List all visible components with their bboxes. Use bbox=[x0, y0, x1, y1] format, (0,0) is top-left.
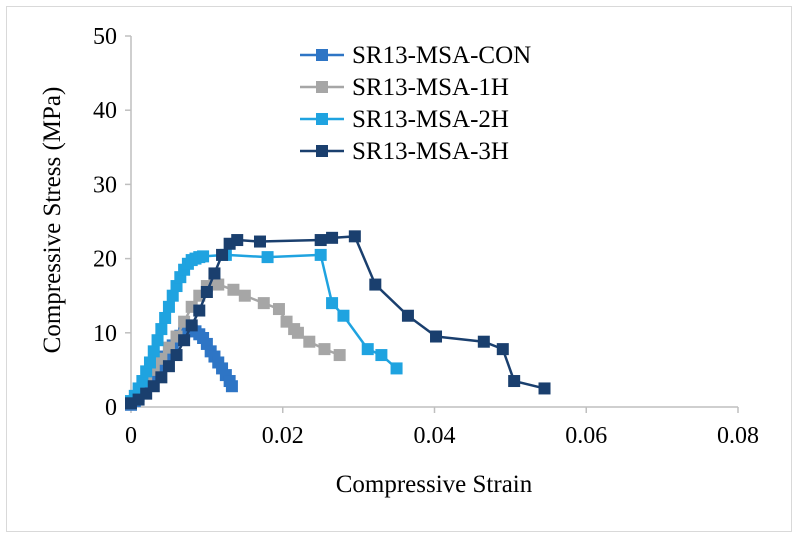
data-point bbox=[170, 349, 183, 362]
legend-marker bbox=[316, 145, 328, 157]
data-point bbox=[314, 234, 327, 247]
data-point bbox=[197, 250, 210, 263]
y-tick-label: 20 bbox=[93, 247, 117, 273]
data-point bbox=[318, 343, 331, 356]
data-point bbox=[231, 234, 244, 247]
legend-item: SR13-MSA-CON bbox=[300, 42, 531, 69]
data-point bbox=[337, 309, 350, 322]
series-SR13-MSA-2H bbox=[125, 248, 403, 408]
series-layer bbox=[125, 230, 551, 411]
data-point bbox=[390, 362, 403, 375]
data-point bbox=[348, 230, 361, 243]
data-point bbox=[227, 283, 240, 296]
chart-frame bbox=[6, 6, 792, 532]
legend-label: SR13-MSA-3H bbox=[352, 138, 509, 165]
y-tick-label: 30 bbox=[93, 172, 117, 198]
data-point bbox=[477, 335, 490, 348]
data-point bbox=[136, 375, 149, 388]
x-ticks: 0 0.02 0.04 0.06 0.08 bbox=[125, 407, 759, 449]
legend-item: SR13-MSA-3H bbox=[300, 138, 509, 165]
data-point bbox=[162, 300, 175, 313]
data-point bbox=[216, 248, 229, 261]
y-tick-label: 50 bbox=[93, 24, 117, 50]
x-tick-label: 0.06 bbox=[565, 423, 607, 449]
y-tick-label: 10 bbox=[93, 321, 117, 347]
data-point bbox=[208, 267, 221, 280]
series-SR13-MSA-3H bbox=[125, 230, 551, 410]
data-point bbox=[508, 375, 521, 388]
data-point bbox=[155, 323, 168, 336]
data-point bbox=[147, 345, 160, 358]
data-point bbox=[272, 303, 285, 316]
data-point bbox=[303, 335, 316, 348]
data-point bbox=[538, 382, 551, 395]
data-point bbox=[496, 343, 509, 356]
data-point bbox=[155, 371, 168, 384]
legend-marker bbox=[316, 49, 328, 61]
data-point bbox=[200, 285, 213, 298]
y-axis-title: Compressive Stress (MPa) bbox=[39, 87, 66, 354]
legend-label: SR13-MSA-CON bbox=[352, 42, 531, 69]
data-point bbox=[166, 289, 179, 302]
data-point bbox=[333, 349, 346, 362]
legend-item: SR13-MSA-1H bbox=[300, 74, 509, 101]
data-point bbox=[193, 304, 206, 317]
legend-marker bbox=[316, 113, 328, 125]
data-point bbox=[178, 334, 191, 347]
data-point bbox=[257, 297, 270, 310]
data-point bbox=[375, 349, 388, 362]
data-point bbox=[291, 326, 304, 339]
series-line bbox=[129, 253, 398, 402]
data-point bbox=[401, 309, 414, 322]
data-point bbox=[159, 311, 172, 324]
x-tick-label: 0 bbox=[125, 423, 137, 449]
data-point bbox=[430, 330, 443, 343]
data-point bbox=[369, 278, 382, 291]
data-point bbox=[212, 278, 225, 291]
legend-label: SR13-MSA-2H bbox=[352, 106, 509, 133]
x-axis-title: Compressive Strain bbox=[336, 471, 533, 498]
data-point bbox=[261, 251, 274, 264]
legend: SR13-MSA-CON SR13-MSA-1H SR13-MSA-2H SR13-M… bbox=[300, 42, 531, 165]
y-tick-label: 40 bbox=[93, 98, 117, 124]
x-tick-label: 0.08 bbox=[717, 423, 759, 449]
data-point bbox=[314, 248, 327, 261]
x-tick-label: 0.02 bbox=[262, 423, 304, 449]
y-ticks: 0 10 20 30 40 50 bbox=[93, 24, 131, 421]
data-point bbox=[225, 380, 238, 393]
y-tick-label: 0 bbox=[105, 395, 117, 421]
data-point bbox=[238, 289, 251, 302]
legend-item: SR13-MSA-2H bbox=[300, 106, 509, 133]
data-point bbox=[253, 235, 266, 248]
data-point bbox=[151, 334, 164, 347]
legend-marker bbox=[316, 81, 328, 93]
data-point bbox=[143, 356, 156, 369]
data-point bbox=[326, 297, 339, 310]
x-tick-label: 0.04 bbox=[414, 423, 456, 449]
data-point bbox=[185, 319, 198, 332]
data-point bbox=[162, 360, 175, 373]
data-point bbox=[361, 343, 374, 356]
legend-label: SR13-MSA-1H bbox=[352, 74, 509, 101]
data-point bbox=[326, 231, 339, 244]
